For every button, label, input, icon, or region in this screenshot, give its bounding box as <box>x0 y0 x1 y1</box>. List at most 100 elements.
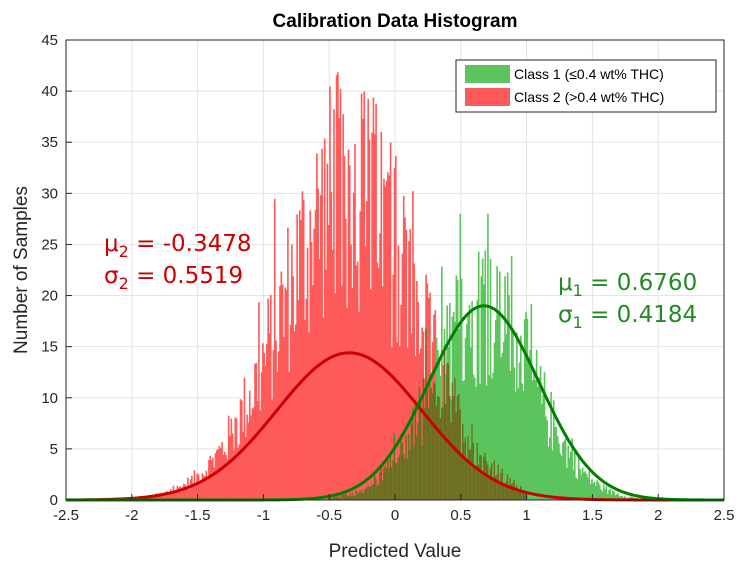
histogram-bar-class1 <box>588 470 591 500</box>
histogram-bar-overlap <box>392 460 394 500</box>
histogram-bar-class2 <box>301 191 304 500</box>
histogram-bar-class2 <box>180 491 183 500</box>
x-tick-label: -2.5 <box>53 507 79 524</box>
histogram-bar-class2 <box>277 351 280 500</box>
histogram-bar-overlap <box>508 486 510 500</box>
histogram-bar-overlap <box>383 467 385 500</box>
histogram-bar-overlap <box>491 463 493 500</box>
histogram-bar-overlap <box>427 408 430 500</box>
histogram-bar-class2 <box>248 390 251 500</box>
histogram-bar-class1 <box>513 367 516 500</box>
histogram-bar-overlap <box>347 496 350 500</box>
histogram-bar-class2 <box>396 342 398 500</box>
histogram-bar-class2 <box>319 195 322 501</box>
histogram-bar-class2 <box>404 217 406 501</box>
histogram-bar-class1 <box>600 489 602 500</box>
histogram-bar-class1 <box>539 365 542 500</box>
histogram-bar-class1 <box>571 438 573 500</box>
histogram-bar-class1 <box>475 387 477 500</box>
histogram-bar-class2 <box>351 287 354 500</box>
histogram-bar-overlap <box>409 449 412 500</box>
histogram-bar-overlap <box>430 388 433 500</box>
class1-stats-annotation: μ1 = 0.6760 σ1 = 0.4184 <box>558 270 697 332</box>
histogram-bar-class2 <box>238 444 241 500</box>
legend-label-class1: Class 1 (≤0.4 wt% THC) <box>514 66 664 82</box>
histogram-bar-class2 <box>212 457 214 500</box>
histogram-bar-class2 <box>296 214 298 501</box>
histogram-bar-class1 <box>591 479 593 500</box>
histogram-bar-class2 <box>160 493 163 500</box>
histogram-bar-class1 <box>548 437 551 500</box>
histogram-bar-class2 <box>400 304 402 500</box>
histogram-bar-class2 <box>347 149 350 500</box>
histogram-bar-overlap <box>517 492 520 500</box>
histogram-bar-class2 <box>218 445 221 500</box>
histogram-bar-class2 <box>292 276 294 500</box>
histogram-bar-overlap <box>514 491 517 500</box>
histogram-bar-overlap <box>454 378 456 500</box>
histogram-bar-class1 <box>575 477 577 500</box>
histogram-bar-class1 <box>592 483 595 500</box>
histogram-bar-class2 <box>326 163 329 500</box>
histogram-bar-class1 <box>480 276 483 500</box>
histogram-bar-class1 <box>598 485 601 500</box>
histogram-bar-overlap <box>448 395 451 500</box>
histogram-bar-class2 <box>389 142 392 500</box>
histogram-bar-overlap <box>331 498 334 500</box>
histogram-bar-class2 <box>317 188 319 500</box>
histogram-bar-class2 <box>285 289 288 500</box>
histogram-bar-overlap <box>458 393 460 500</box>
histogram-bar-overlap <box>441 408 443 500</box>
histogram-bar-class2 <box>204 476 206 500</box>
histogram-bar-overlap <box>516 484 518 500</box>
histogram-bar-overlap <box>342 494 344 500</box>
legend: Class 1 (≤0.4 wt% THC) Class 2 (>0.4 wt%… <box>455 59 717 113</box>
histogram-bar-class1 <box>466 324 468 500</box>
histogram-bar-class2 <box>233 450 235 500</box>
histogram-bar-overlap <box>414 399 417 500</box>
legend-label-class2: Class 2 (>0.4 wt% THC) <box>514 89 664 105</box>
histogram-bar-overlap <box>423 407 426 500</box>
histogram-bar-class2 <box>401 253 404 500</box>
histogram-bar-overlap <box>341 494 343 500</box>
histogram-bar-class1 <box>489 258 492 500</box>
histogram-bar-class2 <box>405 229 408 500</box>
y-tick-label: 0 <box>50 492 58 509</box>
x-tick-label: -1.5 <box>185 507 211 524</box>
histogram-bar-overlap <box>437 396 439 500</box>
histogram-bar-class2 <box>421 327 423 500</box>
histogram-bar-overlap <box>433 382 435 500</box>
histogram-bar-class2 <box>388 175 391 500</box>
histogram-bar-class2 <box>391 347 393 500</box>
histogram-bar-class2 <box>358 312 360 500</box>
chart-title: Calibration Data Histogram <box>273 11 518 32</box>
histogram-bar-class1 <box>485 385 488 500</box>
histogram-bar-overlap <box>509 478 512 500</box>
histogram-bar-class2 <box>287 227 289 500</box>
histogram-bar-class1 <box>566 467 568 500</box>
histogram-bar-class1 <box>468 304 471 500</box>
histogram-bar-class1 <box>476 299 479 500</box>
histogram-bar-overlap <box>330 497 333 500</box>
histogram-bar-class2 <box>334 293 337 500</box>
histogram-bar-overlap <box>525 491 527 500</box>
histogram-bar-class1 <box>552 400 555 500</box>
histogram-bar-overlap <box>438 396 441 500</box>
histogram-bar-overlap <box>455 412 458 500</box>
histogram-bar-class1 <box>630 496 633 500</box>
histogram-bar-class2 <box>258 302 260 500</box>
histogram-bar-overlap <box>473 466 476 500</box>
histogram-bar-class2 <box>171 492 173 500</box>
histogram-bar-overlap <box>402 454 405 500</box>
histogram-bar-class1 <box>577 455 580 500</box>
histogram-bar-class1 <box>560 456 563 500</box>
histogram-bar-overlap <box>420 400 422 500</box>
histogram-bars <box>131 72 646 501</box>
histogram-bar-class2 <box>202 475 205 500</box>
histogram-bar-class2 <box>330 192 333 501</box>
histogram-bar-class2 <box>197 474 200 500</box>
histogram-bar-class2 <box>412 191 414 500</box>
histogram-bar-class1 <box>538 377 541 500</box>
histogram-bar-class1 <box>467 313 469 500</box>
histogram-bar-class2 <box>242 431 244 500</box>
